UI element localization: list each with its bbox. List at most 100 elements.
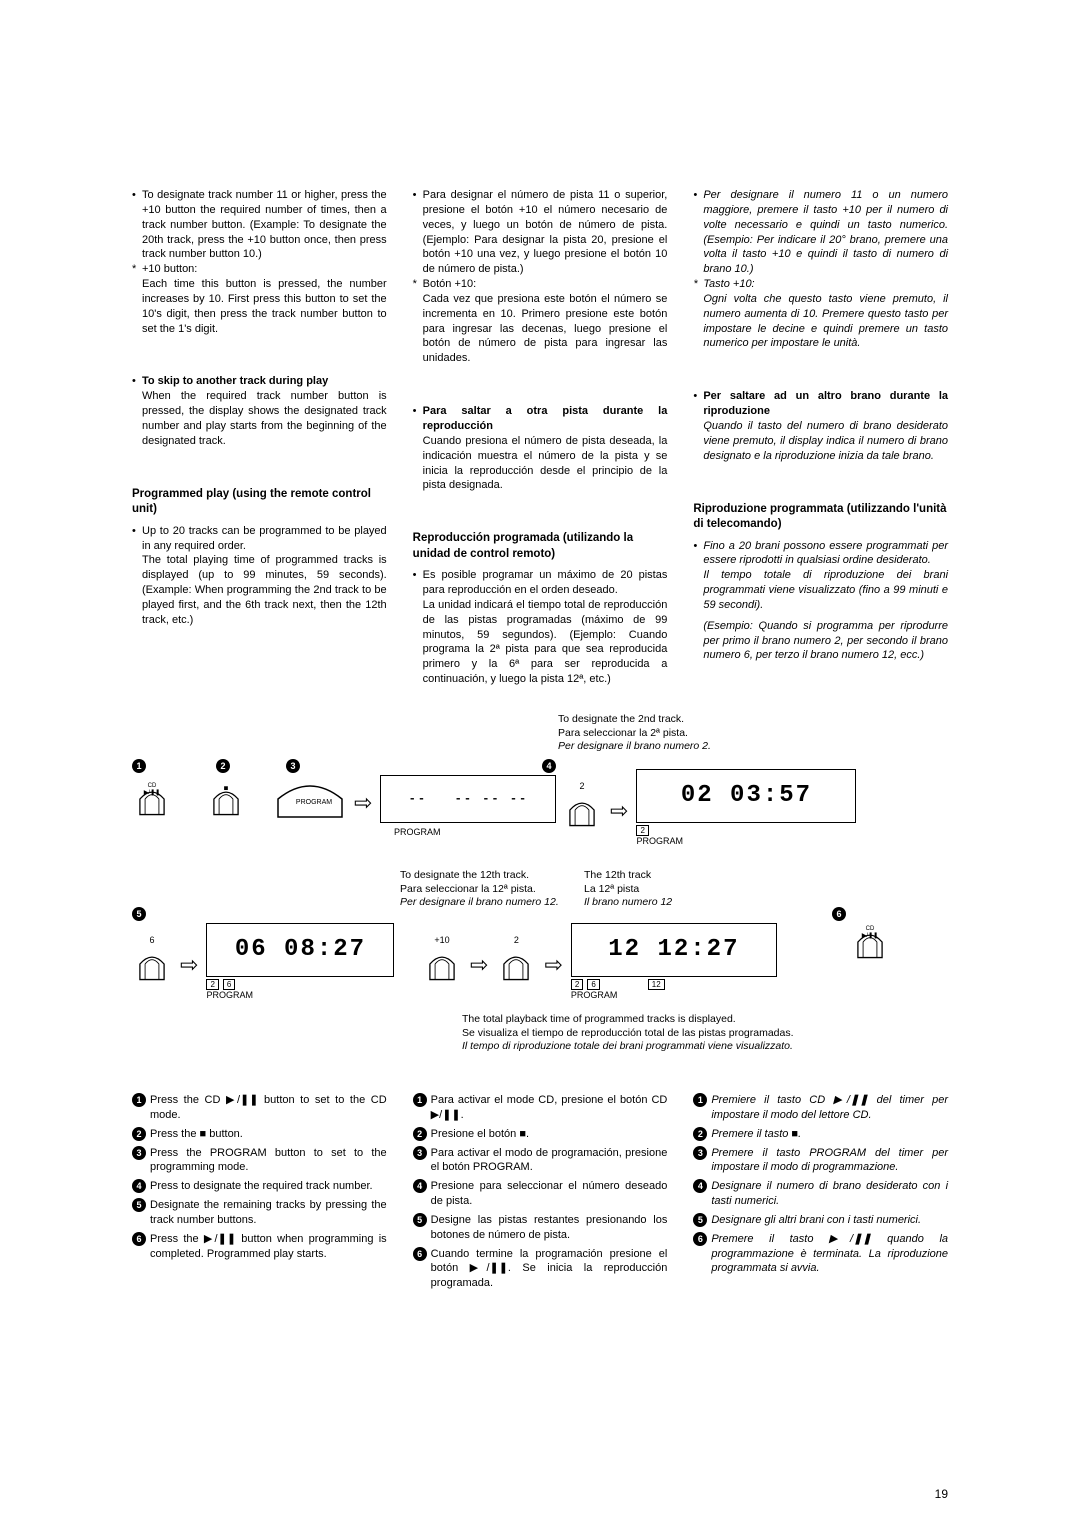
program-label-3: PROGRAM <box>206 990 394 1000</box>
diagram-row-2-left: 6 ⇨ 06 08:27 2 6 PROGRAM <box>132 923 394 1000</box>
bullet-dot: • <box>413 568 423 598</box>
step-es-2: Presione el botón ■. <box>431 1127 668 1142</box>
it-p2-label: Tasto +10: <box>703 277 948 292</box>
arrow-icon: ⇨ <box>466 946 492 976</box>
step-en-2: Press the ■ button. <box>150 1127 387 1142</box>
es-prog-head: Reproducción programada (utilizando la u… <box>413 531 668 562</box>
indicator-2c: 2 <box>571 979 583 990</box>
plus10-button-icon <box>422 945 462 983</box>
bullet-dot: • <box>413 188 423 277</box>
step-num-5: 5 <box>693 1213 707 1227</box>
step-marker-5: 5 <box>132 907 146 921</box>
display-06-0827: 06 08:27 <box>206 923 394 977</box>
bullet-dot: • <box>693 389 703 419</box>
step-marker-2: 2 <box>216 759 230 773</box>
bullet-dot: • <box>132 374 142 389</box>
column-spanish: • Para designar el número de pista 11 o … <box>413 188 668 693</box>
step-es-1: Para activar el mode CD, presione el bot… <box>431 1093 668 1123</box>
es-skip-body: Cuando presiona el número de pista desea… <box>413 434 668 493</box>
step-it-6: Premere il tasto ▶/❚❚ quando la programm… <box>711 1232 948 1277</box>
step-marker-6: 6 <box>832 907 846 921</box>
step-num-5: 5 <box>413 1213 427 1227</box>
step-en-6: Press the ▶/❚❚ button when programming i… <box>150 1232 387 1262</box>
es-p2-label: Botón +10: <box>423 277 668 292</box>
step-it-5: Designare gli altri brani con i tasti nu… <box>711 1213 948 1228</box>
step-num-1: 1 <box>132 1093 146 1107</box>
en-p2-label: +10 button: <box>142 262 387 277</box>
steps-italian: 1 Premiere il tasto CD ▶/❚❚ del timer per… <box>693 1093 948 1295</box>
label-plus10: +10 <box>422 935 462 945</box>
cap5b-it: Il brano numero 12 <box>584 896 672 908</box>
cap-bottom-en: The total playback time of programmed tr… <box>462 1013 736 1025</box>
program-button-icon: PROGRAM <box>274 777 346 821</box>
cap5a-es: Para seleccionar la 12ª pista. <box>400 883 536 895</box>
step-num-2: 2 <box>413 1127 427 1141</box>
es-p1: Para designar el número de pista 11 o su… <box>423 188 668 277</box>
number-2-button-icon <box>562 791 602 829</box>
indicator-2b: 2 <box>206 979 218 990</box>
cap5b-es: La 12ª pista <box>584 883 639 895</box>
it-prog-head: Riproduzione programmata (utilizzando l'… <box>693 502 948 533</box>
es-p2-body: Cada vez que presiona este botón el núme… <box>413 292 668 366</box>
cap-bottom-es: Se visualiza el tiempo de reproducción t… <box>462 1027 794 1039</box>
diagram-row-2-mid: +10 ⇨ 2 ⇨ 12 12:27 2 6 12 <box>422 923 777 1000</box>
step-num-6: 6 <box>132 1232 146 1246</box>
it-prog-b1: Fino a 20 brani possono essere programma… <box>703 539 948 569</box>
program-label-2: PROGRAM <box>636 836 856 846</box>
number-2-button-icon-b <box>496 945 536 983</box>
bullet-dot: • <box>693 539 703 569</box>
cd-play-button-icon: CD ▶/❚❚ <box>132 780 172 818</box>
cap-bottom-block: The total playback time of programmed tr… <box>462 1013 794 1054</box>
page-number: 19 <box>935 1487 948 1501</box>
svg-text:■: ■ <box>224 783 229 792</box>
step-num-4: 4 <box>693 1179 707 1193</box>
step-en-3: Press the PROGRAM button to set to the p… <box>150 1146 387 1176</box>
svg-text:PROGRAM: PROGRAM <box>296 799 332 806</box>
step-es-6: Cuando termine la programación presione … <box>431 1247 668 1292</box>
steps-english: 1 Press the CD ▶/❚❚ button to set to the … <box>132 1093 387 1295</box>
step-num-1: 1 <box>413 1093 427 1107</box>
step-num-6: 6 <box>693 1232 707 1246</box>
indicator-6b: 6 <box>587 979 599 990</box>
arrow-icon: ⇨ <box>540 946 566 976</box>
it-skip-body: Quando il tasto del numero di brano desi… <box>693 419 948 464</box>
indicator-2: 2 <box>636 825 648 836</box>
bullet-dot: • <box>693 188 703 277</box>
it-prog-b1b: Il tempo totale di riproduzione dei bran… <box>693 568 948 613</box>
en-skip-head: To skip to another track during play <box>142 374 387 389</box>
step-num-3: 3 <box>132 1146 146 1160</box>
step-num-3: 3 <box>693 1146 707 1160</box>
cap-bottom-it: Il tempo di riproduzione totale dei bran… <box>462 1040 793 1052</box>
asterisk: * <box>132 262 142 277</box>
cap4-it: Per designare il brano numero 2. <box>558 740 711 752</box>
step-num-4: 4 <box>413 1179 427 1193</box>
en-prog-b1: Up to 20 tracks can be programmed to be … <box>142 524 387 554</box>
step-it-3: Premere il tasto PROGRAM del timer per i… <box>711 1146 948 1176</box>
step-en-4: Press to designate the required track nu… <box>150 1179 387 1194</box>
bullet-dot: • <box>413 404 423 434</box>
step-marker-1: 1 <box>132 759 146 773</box>
column-italian: • Per designare il numero 11 o un numero… <box>693 188 948 693</box>
step-num-2: 2 <box>132 1127 146 1141</box>
it-skip-head: Per saltare ad un altro brano durante la… <box>703 389 948 419</box>
step-es-4: Presione para seleccionar el número dese… <box>431 1179 668 1209</box>
display-12-1227: 12 12:27 <box>571 923 777 977</box>
label-2: 2 <box>562 781 602 791</box>
step-num-1: 1 <box>693 1093 707 1107</box>
diagram-area: To designate the 2nd track. Para selecci… <box>132 723 948 1063</box>
indicator-12: 12 <box>648 979 665 990</box>
step-it-4: Designare il numero di brano desiderato … <box>711 1179 948 1209</box>
step-marker-3: 3 <box>286 759 300 773</box>
step-en-1: Press the CD ▶/❚❚ button to set to the C… <box>150 1093 387 1123</box>
step-it-1: Premiere il tasto CD ▶/❚❚ del timer per … <box>711 1093 948 1123</box>
cap4-es: Para seleccionar la 2ª pista. <box>558 727 688 739</box>
step-es-3: Para activar el modo de programación, pr… <box>431 1146 668 1176</box>
es-prog-b1b: La unidad indicará el tiempo total de re… <box>413 598 668 687</box>
indicator-6: 6 <box>223 979 235 990</box>
en-skip-body: When the required track number button is… <box>132 389 387 448</box>
en-p2-body: Each time this button is pressed, the nu… <box>132 277 387 336</box>
step-columns: 1 Press the CD ▶/❚❚ button to set to the … <box>132 1093 948 1295</box>
svg-text:CD: CD <box>866 926 875 932</box>
cap5a-block: To designate the 12th track. Para selecc… <box>400 869 559 910</box>
display-02-0357: 02 03:57 <box>636 769 856 823</box>
